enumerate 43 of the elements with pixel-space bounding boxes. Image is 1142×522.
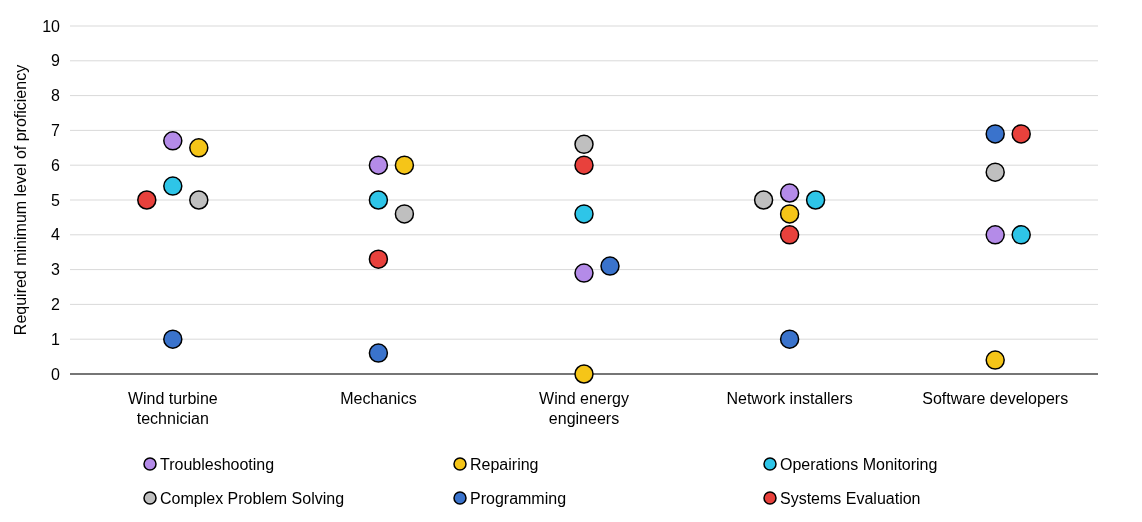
y-tick-label: 6 [51, 156, 61, 174]
point [779, 225, 800, 245]
y-tick-label: 10 [42, 17, 61, 35]
point [163, 329, 183, 349]
point [368, 155, 389, 175]
point [574, 204, 594, 224]
point [779, 204, 800, 224]
legend-label: Repairing [470, 455, 539, 473]
y-tick-label: 3 [51, 261, 61, 279]
legend-label: Systems Evaluation [780, 489, 921, 507]
point [574, 155, 594, 175]
point [368, 249, 389, 269]
y-tick-label: 5 [51, 191, 61, 209]
point [779, 183, 800, 203]
legend-label: Troubleshooting [160, 455, 275, 473]
point [985, 162, 1005, 182]
y-axis-title: Required minimum level of proficiency [12, 64, 29, 336]
point [574, 134, 594, 155]
point [985, 124, 1005, 144]
point [163, 131, 183, 151]
x-tick-label: Software developers [922, 390, 1069, 407]
y-tick-label: 2 [51, 296, 61, 313]
x-tick-label: Network installers [726, 390, 853, 407]
y-tick-label: 8 [51, 87, 61, 105]
x-tick-label: Mechanics [340, 390, 417, 407]
point [574, 263, 594, 283]
legend-label: Complex Problem Solving [160, 489, 345, 507]
y-tick-label: 1 [51, 330, 61, 348]
legend-label: Programming [470, 489, 567, 507]
point [163, 176, 183, 196]
x-tick-label: Wind energy engineers [539, 390, 629, 427]
legend-label: Operations Monitoring [780, 455, 938, 473]
y-tick-label: 0 [51, 365, 61, 383]
point [368, 190, 389, 210]
x-tick-label: Wind turbine technician [127, 390, 218, 427]
point [985, 225, 1005, 245]
point [985, 350, 1005, 370]
point [574, 364, 594, 384]
y-tick-label: 7 [51, 122, 61, 139]
y-tick-label: 9 [51, 52, 61, 70]
point [368, 343, 389, 363]
point [779, 329, 800, 349]
y-tick-label: 4 [51, 226, 61, 244]
